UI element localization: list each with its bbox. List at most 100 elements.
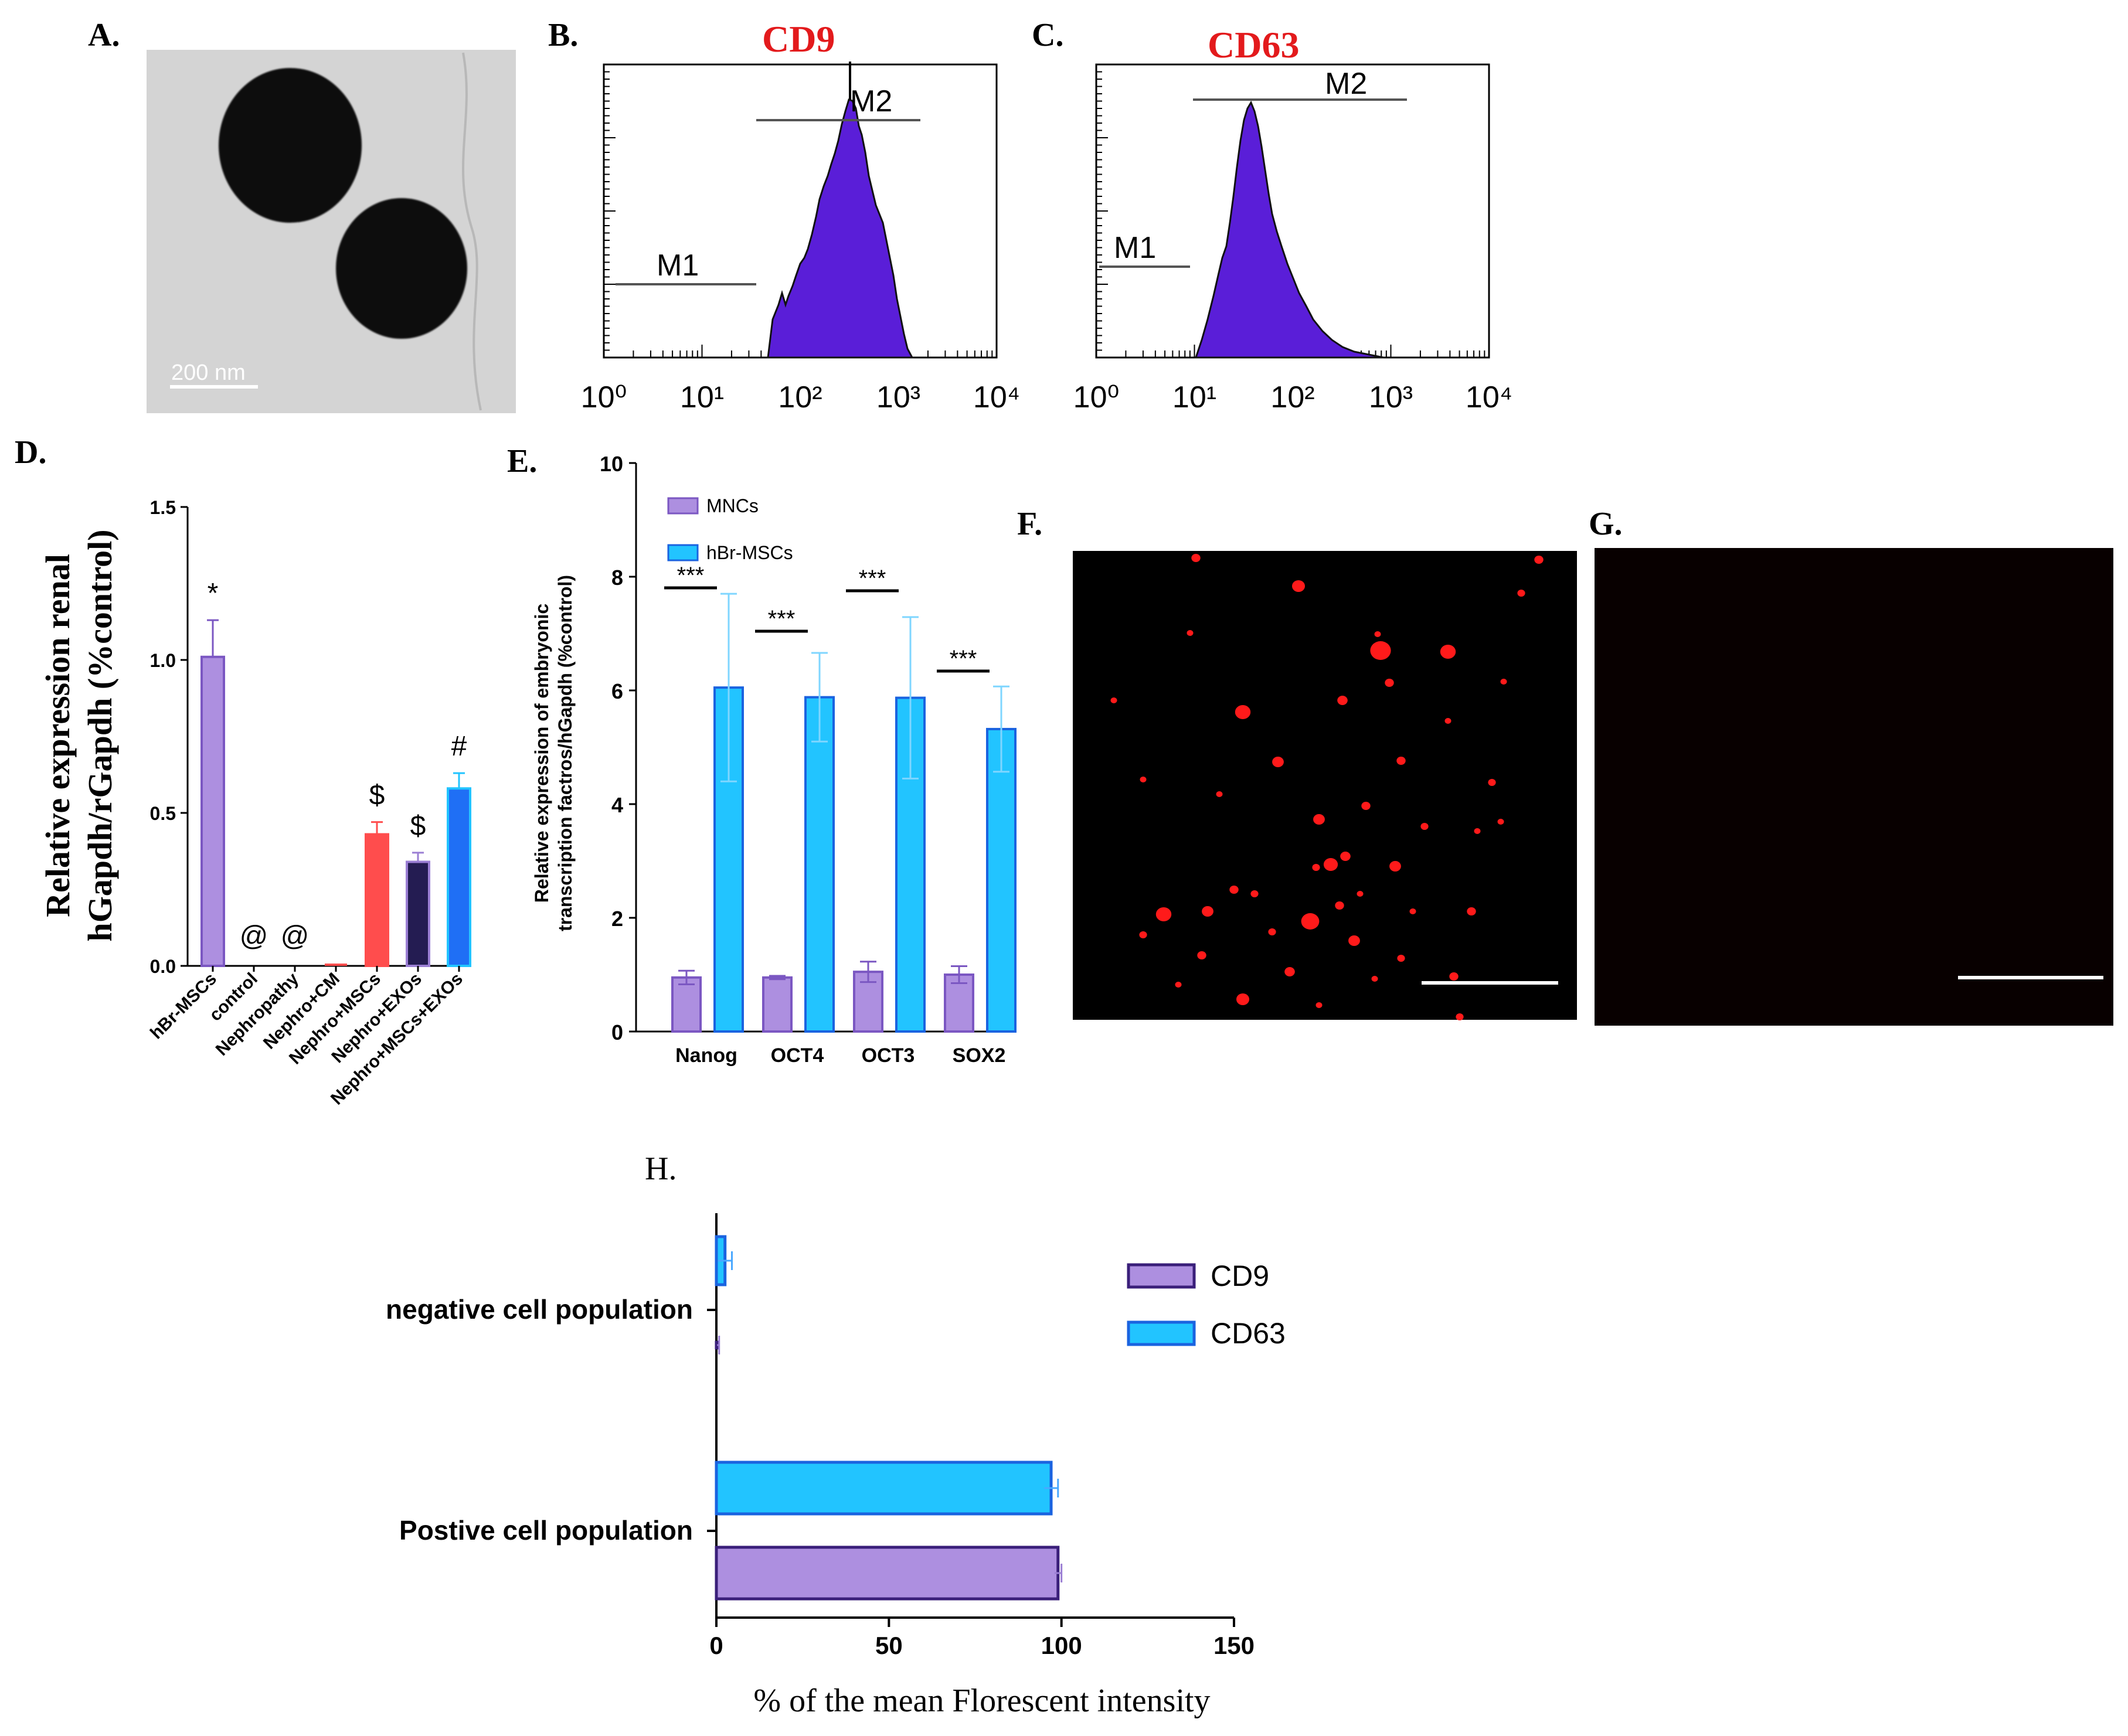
fluorescent-spot — [1517, 590, 1525, 597]
panel-a-label: A. — [88, 17, 120, 53]
x-tick-label: 10³ — [1369, 380, 1413, 414]
fluorescent-spot — [1335, 901, 1344, 910]
fluorescent-spot — [1340, 852, 1351, 861]
panel-c-xticks: 10⁰ 10¹ 10² 10³ 10⁴ — [1073, 345, 1512, 414]
panel-b: B. CD9 10⁰ 10¹ 10² 10³ 10⁴ M1 M2 — [548, 17, 1020, 414]
d-bar — [200, 655, 225, 967]
fluorescent-spot — [1272, 757, 1284, 767]
fluorescent-spot — [1409, 908, 1416, 914]
panel-e-plot: 0 2 4 6 8 10 Relative expression of embryonic t… — [531, 452, 1017, 1067]
h-legend-swatch — [1127, 1263, 1196, 1289]
panel-b-title: CD9 — [762, 18, 835, 60]
cd9-histogram — [767, 98, 914, 359]
x-tick-label: 10² — [778, 380, 822, 414]
e-bar — [762, 976, 793, 1033]
x-tick-label: 10⁰ — [581, 380, 627, 414]
d-annotation: @ — [240, 921, 268, 952]
h-x-tick-label: 150 — [1213, 1632, 1255, 1659]
h-bar — [715, 1461, 1053, 1516]
fluorescent-spot — [1284, 967, 1295, 976]
fluorescent-spot — [1229, 886, 1239, 894]
d-y-label-line2: hGapdh/rGapdh (%control) — [81, 529, 119, 941]
exosome-particle-2 — [336, 198, 467, 339]
panel-h: H. 0 50 100 150% of the mean Florescent int… — [386, 1150, 1286, 1719]
fluorescent-spot — [1175, 982, 1182, 988]
d-annotation: # — [451, 731, 467, 762]
fluorescent-spot — [1216, 791, 1223, 797]
d-y-tick-label: 1.5 — [150, 497, 176, 518]
panel-e: E. 0 2 4 6 8 10 Relative expression of embryon… — [507, 443, 1017, 1067]
fluorescent-spot — [1374, 631, 1381, 637]
e-y-tick-label: 6 — [611, 679, 623, 703]
panel-f-label: F. — [1017, 506, 1042, 542]
fluorescent-spot — [1396, 757, 1406, 765]
e-y-tick-label: 8 — [611, 566, 623, 590]
fluorescent-spot — [1202, 906, 1213, 917]
panel-c-m1-label: M1 — [1114, 231, 1156, 265]
fluorescent-spot — [1440, 645, 1456, 659]
d-bar — [365, 833, 389, 968]
fluorescent-spot — [1444, 718, 1451, 724]
panel-d: D. 0.0 0.5 1.0 1.5 Relative expression renal… — [15, 434, 471, 1109]
e-legend-label: MNCs — [706, 495, 759, 516]
tem-membrane-fold — [462, 52, 482, 411]
panel-d-plot: 0.0 0.5 1.0 1.5 Relative expression renal hGa… — [39, 497, 471, 1109]
fluorescent-spot — [1110, 697, 1117, 703]
fluorescent-spot — [1323, 858, 1338, 871]
h-category-label: Postive cell population — [399, 1515, 693, 1546]
h-legend-label: CD63 — [1211, 1317, 1286, 1350]
panel-c-yticks — [1096, 64, 1108, 358]
panel-c: C. CD63 10⁰ 10¹ 10² 10³ 10⁴ M1 M2 — [1032, 17, 1512, 414]
scale-bar-text: 200 nm — [171, 360, 246, 385]
e-y-label-line1: Relative expression of embryonic — [531, 604, 552, 903]
fluorescent-spot — [1534, 556, 1544, 564]
panel-b-m2-label: M2 — [850, 84, 892, 118]
fluorescent-spot — [1236, 993, 1249, 1005]
fluorescent-spot — [1357, 891, 1364, 897]
fluorescent-spot — [1474, 828, 1481, 834]
fluorescent-spot — [1191, 554, 1201, 562]
e-y-label-line2: transcription factros/hGapdh (%control) — [555, 575, 576, 931]
fluorescent-spot — [1385, 679, 1394, 687]
fluorescent-spot — [1467, 907, 1476, 915]
panel-h-plot: 0 50 100 150% of the mean Florescent intens… — [386, 1213, 1286, 1719]
fluorescent-spot — [1370, 641, 1391, 660]
fluorescent-spot — [1292, 580, 1305, 592]
e-bar — [804, 696, 835, 1033]
fluorescent-spot — [1488, 779, 1496, 786]
fluorescent-spot — [1337, 696, 1348, 705]
d-category-label: hBr-MSCs — [147, 969, 220, 1043]
e-significance-stars: *** — [677, 563, 705, 588]
h-category-label: negative cell population — [386, 1294, 693, 1325]
panel-g: G. — [1589, 506, 2113, 1026]
fluorescent-spot — [1140, 777, 1147, 782]
d-annotation: $ — [369, 780, 385, 811]
d-y-tick-label: 1.0 — [150, 650, 176, 671]
e-category-label: OCT3 — [862, 1044, 915, 1067]
fluorescent-spot — [1235, 705, 1251, 719]
fluorescent-spot — [1187, 630, 1194, 636]
cd63-histogram — [1194, 100, 1384, 359]
h-x-label: % of the mean Florescent intensity — [753, 1683, 1210, 1719]
x-tick-label: 10⁴ — [1466, 380, 1512, 414]
panel-c-label: C. — [1032, 17, 1063, 53]
fluorescent-spot — [1497, 819, 1504, 825]
panel-b-xticks: 10⁰ 10¹ 10² 10³ 10⁴ — [581, 345, 1020, 414]
fluorescent-spot — [1389, 861, 1401, 872]
fluorescent-spot — [1301, 913, 1320, 930]
e-legend-swatch — [667, 544, 699, 561]
panel-b-label: B. — [548, 17, 578, 53]
e-category-label: SOX2 — [953, 1044, 1006, 1067]
panel-c-m2-label: M2 — [1325, 67, 1367, 101]
d-bar — [447, 787, 471, 967]
fluorescent-spot — [1420, 823, 1429, 830]
panel-b-yticks — [604, 64, 616, 358]
panel-g-label: G. — [1589, 506, 1623, 542]
e-significance-stars: *** — [859, 566, 886, 591]
h-legend-swatch — [1127, 1320, 1196, 1346]
panel-e-label: E. — [507, 443, 537, 479]
fluorescent-spot — [1312, 864, 1320, 871]
h-bar — [715, 1546, 1060, 1601]
e-significance-stars: *** — [768, 606, 796, 632]
h-legend-label: CD9 — [1211, 1260, 1269, 1292]
